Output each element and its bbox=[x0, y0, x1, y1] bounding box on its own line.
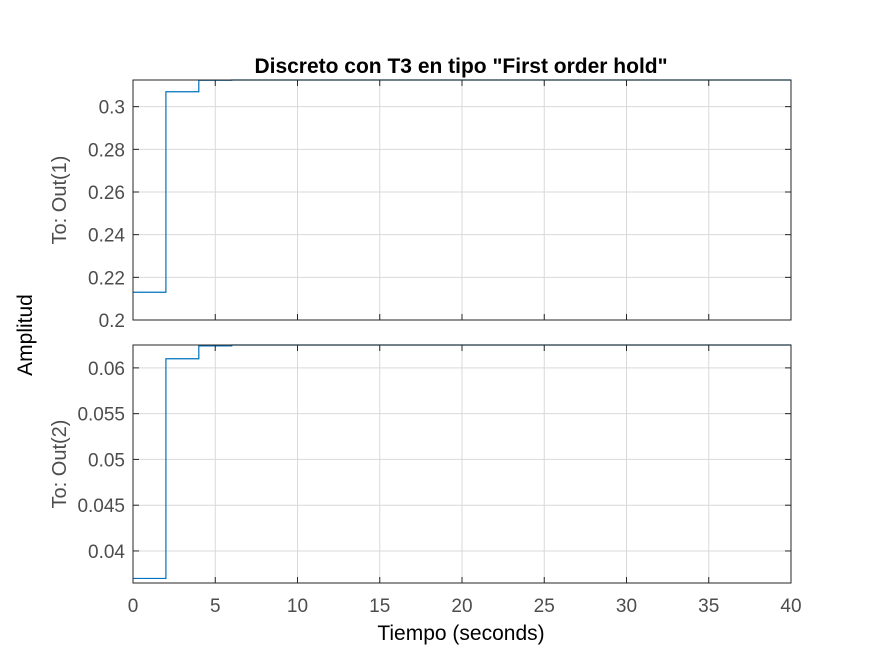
x-tick-label: 25 bbox=[534, 596, 555, 617]
x-tick-labels: 0 5 10 15 20 25 30 35 40 bbox=[128, 596, 802, 617]
x-tick-label: 30 bbox=[616, 596, 637, 617]
subplot-out2: 0.04 0.045 0.05 0.055 0.06 To: Out(2) bbox=[49, 344, 792, 584]
chart-title: Discreto con T3 en tipo "First order hol… bbox=[254, 55, 667, 78]
y-tick-label: 0.05 bbox=[88, 450, 125, 471]
y-tick-label: 0.28 bbox=[88, 140, 125, 161]
x-tick-label: 0 bbox=[128, 596, 139, 617]
y-tick-label: 0.3 bbox=[99, 98, 125, 119]
y-tick-label: 0.045 bbox=[77, 496, 125, 517]
x-tick-label: 20 bbox=[451, 596, 472, 617]
y-axis-label: Amplitud bbox=[14, 294, 37, 376]
y-tick-label: 0.22 bbox=[88, 268, 125, 289]
subplot-y-label: To: Out(2) bbox=[49, 420, 71, 509]
subplot-out1: 0.2 0.22 0.24 0.26 0.28 0.3 To: Out(1) bbox=[49, 79, 792, 332]
y-tick-label: 0.04 bbox=[88, 542, 125, 563]
x-tick-label: 40 bbox=[780, 596, 801, 617]
y-tick-label: 0.24 bbox=[88, 226, 125, 247]
x-tick-label: 5 bbox=[210, 596, 221, 617]
y-tick-label: 0.06 bbox=[88, 359, 125, 380]
y-tick-label: 0.2 bbox=[99, 311, 125, 332]
x-tick-label: 35 bbox=[698, 596, 719, 617]
x-tick-label: 10 bbox=[287, 596, 308, 617]
x-tick-label: 15 bbox=[369, 596, 390, 617]
x-axis-label: Tiempo (seconds) bbox=[377, 622, 544, 645]
subplot-y-label: To: Out(1) bbox=[49, 156, 71, 245]
y-tick-label: 0.26 bbox=[88, 183, 125, 204]
y-tick-label: 0.055 bbox=[77, 405, 125, 426]
